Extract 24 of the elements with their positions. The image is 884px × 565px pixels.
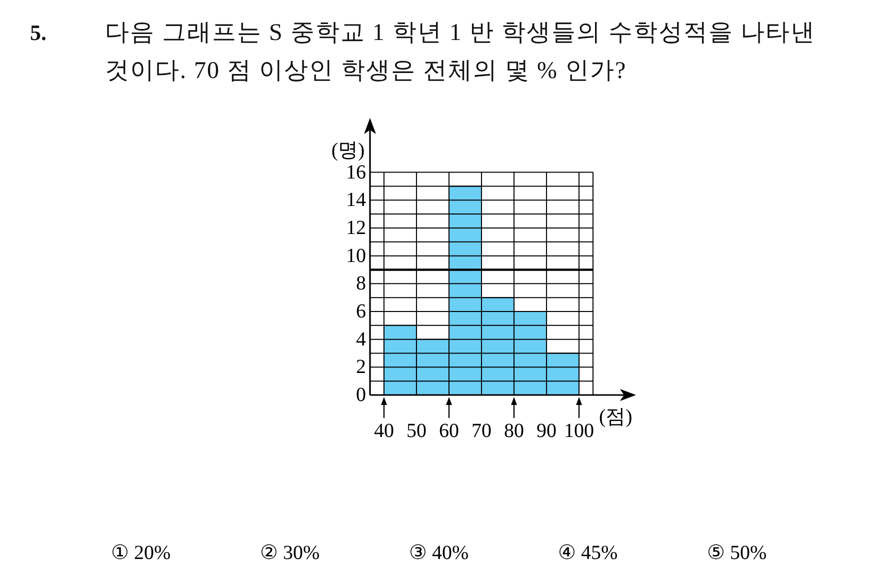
text: ② 30% bbox=[260, 542, 320, 564]
y-tick-label: 8 bbox=[356, 272, 366, 295]
y-tick-label: 10 bbox=[346, 244, 366, 267]
text: ① 20% bbox=[111, 542, 171, 564]
text: ④ 45% bbox=[558, 542, 618, 564]
x-tick-label: 40 bbox=[374, 420, 394, 442]
x-tick-label: 100 bbox=[564, 420, 594, 442]
x-axis-title: (점) bbox=[599, 406, 632, 428]
text: ③ 40% bbox=[409, 542, 469, 564]
x-tick-label: 60 bbox=[438, 420, 459, 442]
y-tick-label: 2 bbox=[356, 356, 366, 378]
x-tick-label: 50 bbox=[406, 420, 426, 442]
y-tick-label: 14 bbox=[346, 189, 366, 212]
chart-title: 5. 다음 그래프는 S 중학교 1 학년 1 반 학생들의 수학성적을 나타낸 것이다. 70 점 이상인 학생은 전체의 몇 % 인가? bbox=[30, 20, 816, 84]
x-tick-label: 90 bbox=[536, 420, 557, 442]
x-tick-label: 80 bbox=[504, 420, 524, 442]
x-tick-label: 70 bbox=[472, 420, 492, 442]
y-tick-label: 4 bbox=[356, 328, 366, 350]
y-axis-title: (명) bbox=[331, 139, 365, 162]
text: ⑤ 50% bbox=[707, 542, 767, 564]
y-tick-label: 0 bbox=[356, 384, 366, 406]
y-tick-label: 6 bbox=[356, 300, 366, 322]
y-tick-label: 12 bbox=[346, 216, 366, 239]
y-tick-label: 16 bbox=[346, 161, 366, 184]
